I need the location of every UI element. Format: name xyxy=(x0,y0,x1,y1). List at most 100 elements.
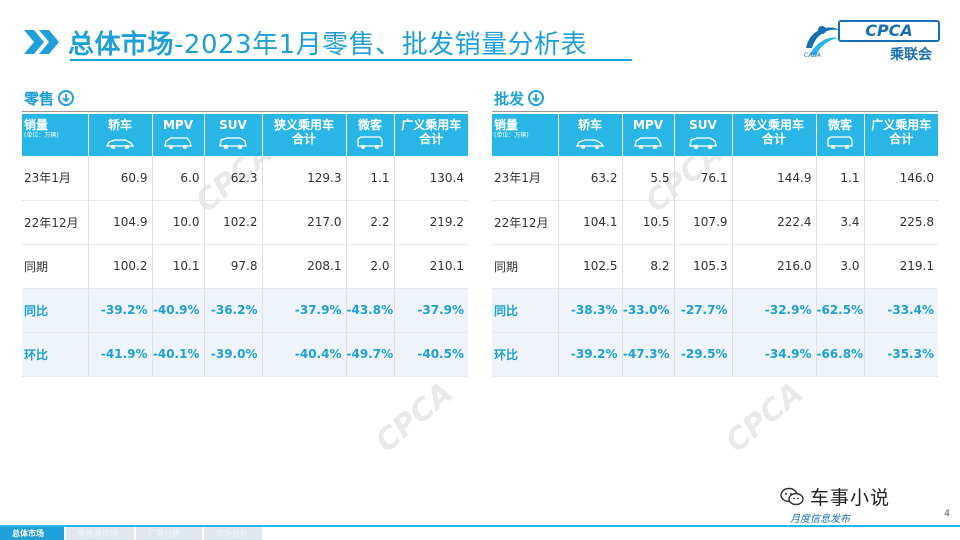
table-cell: 208.1 xyxy=(262,244,347,289)
table-cell: 219.2 xyxy=(394,200,468,245)
footer-bar: 总体市场 新能源市场 厂商分析 市场分析 月度信息发布 4 xyxy=(0,509,960,540)
table-cell: -47.3% xyxy=(622,332,675,377)
logo-cn: 乘联会 xyxy=(890,47,932,63)
table-cell: 217.0 xyxy=(262,200,347,245)
page-title: 总体市场-2023年1月零售、批发销量分析表 xyxy=(68,24,587,61)
logo-swirl-icon xyxy=(806,26,840,56)
table-cell: 219.1 xyxy=(864,244,938,289)
table-cell: 10.0 xyxy=(152,200,205,245)
car-icon xyxy=(675,136,732,150)
footer-line xyxy=(0,525,960,527)
table-cell: 107.9 xyxy=(674,200,733,245)
table-cell: -40.9% xyxy=(152,288,205,333)
watermark: CPCA xyxy=(719,375,811,460)
row-label: 22年12月 xyxy=(492,200,559,245)
table-cell: -39.2% xyxy=(558,332,623,377)
logo-sub: CADA xyxy=(804,52,822,59)
slide-header: 总体市场-2023年1月零售、批发销量分析表 xyxy=(22,22,587,62)
retail-top-rule xyxy=(22,111,468,112)
table-cell: -49.7% xyxy=(346,332,395,377)
table-cell: 105.3 xyxy=(674,244,733,289)
table-cell: -39.2% xyxy=(88,288,153,333)
table-cell: 130.4 xyxy=(394,156,468,201)
retail-col-mpv: MPV xyxy=(152,114,205,156)
row-label: 环比 xyxy=(492,332,559,377)
table-cell: 62.3 xyxy=(204,156,263,201)
car-icon xyxy=(817,136,864,150)
table-cell: 225.8 xyxy=(864,200,938,245)
table-cell: 129.3 xyxy=(262,156,347,201)
table-cell: -40.4% xyxy=(262,332,347,377)
car-icon xyxy=(153,136,204,150)
table-row: 同比 -38.3% -33.0% -27.7% -32.9% -62.5% -33.4% xyxy=(492,288,938,333)
table-cell: 5.5 xyxy=(622,156,675,201)
table-cell: 104.1 xyxy=(558,200,623,245)
car-icon xyxy=(623,136,674,150)
footer-tab-overall[interactable]: 总体市场 xyxy=(0,527,64,540)
retail-table: 销量 (单位：万辆) 轿车 MPV SUV 狭义乘用车 合计 微客 广义乘用车 合计 23年1月 6… xyxy=(22,114,468,377)
double-chevron-icon xyxy=(22,27,62,57)
row-label: 环比 xyxy=(22,332,89,377)
table-cell: 210.1 xyxy=(394,244,468,289)
table-row: 22年12月 104.1 10.5 107.9 222.4 3.4 225.8 xyxy=(492,200,938,245)
row-label: 同期 xyxy=(22,244,89,289)
row-label: 同比 xyxy=(492,288,559,333)
row-label: 23年1月 xyxy=(22,156,89,201)
table-cell: 104.9 xyxy=(88,200,153,245)
table-cell: -43.8% xyxy=(346,288,395,333)
table-row: 同期 100.2 10.1 97.8 208.1 2.0 210.1 xyxy=(22,244,468,289)
wholesale-top-rule xyxy=(492,111,938,112)
retail-section-label: 零售 xyxy=(24,86,75,110)
table-cell: 2.0 xyxy=(346,244,395,289)
table-cell: 63.2 xyxy=(558,156,623,201)
retail-col-broad-passenger-total: 广义乘用车 合计 xyxy=(394,114,468,156)
table-cell: 97.8 xyxy=(204,244,263,289)
table-cell: -40.1% xyxy=(152,332,205,377)
wholesale-table: 销量 (单位：万辆) 轿车 MPV SUV 狭义乘用车 合计 微客 广义乘用车 合计 23年1月 6… xyxy=(492,114,938,377)
retail-col-sales-volume: 销量 (单位：万辆) xyxy=(22,114,89,156)
table-cell: -35.3% xyxy=(864,332,938,377)
table-cell: -33.4% xyxy=(864,288,938,333)
car-icon xyxy=(347,136,394,150)
car-icon xyxy=(89,136,152,150)
table-cell: -37.9% xyxy=(394,288,468,333)
table-cell: 10.5 xyxy=(622,200,675,245)
brand-text: 车事小说 xyxy=(810,487,891,509)
arrow-down-circle-icon xyxy=(528,90,545,106)
footer-tab-nev[interactable]: 新能源市场 xyxy=(66,527,134,540)
logo-en: CPCA xyxy=(838,20,940,42)
retail-header-row: 销量 (单位：万辆) 轿车 MPV SUV 狭义乘用车 合计 微客 广义乘用车 合计 xyxy=(22,114,468,156)
wechat-icon xyxy=(780,487,804,505)
car-icon xyxy=(559,136,622,150)
table-cell: 2.2 xyxy=(346,200,395,245)
table-cell: 60.9 xyxy=(88,156,153,201)
wholesale-col-narrow-passenger-total: 狭义乘用车 合计 xyxy=(732,114,817,156)
retail-col-sedan: 轿车 xyxy=(88,114,153,156)
footer-tab-oem[interactable]: 厂商分析 xyxy=(136,527,202,540)
footer-tab-market[interactable]: 市场分析 xyxy=(204,527,262,540)
table-cell: 216.0 xyxy=(732,244,817,289)
table-cell: -33.0% xyxy=(622,288,675,333)
row-label: 23年1月 xyxy=(492,156,559,201)
table-cell: -36.2% xyxy=(204,288,263,333)
table-cell: 144.9 xyxy=(732,156,817,201)
wholesale-label: 批发 xyxy=(494,89,525,108)
table-cell: -62.5% xyxy=(816,288,865,333)
page-number: 4 xyxy=(944,509,950,519)
table-cell: 100.2 xyxy=(88,244,153,289)
table-row: 同比 -39.2% -40.9% -36.2% -37.9% -43.8% -37.9% xyxy=(22,288,468,333)
row-label: 同比 xyxy=(22,288,89,333)
retail-unit-label: (单位：万辆) xyxy=(24,132,59,139)
table-cell: 10.1 xyxy=(152,244,205,289)
wholesale-header-row: 销量 (单位：万辆) 轿车 MPV SUV 狭义乘用车 合计 微客 广义乘用车 合计 xyxy=(492,114,938,156)
table-cell: -27.7% xyxy=(674,288,733,333)
retail-label: 零售 xyxy=(24,89,55,108)
wholesale-section-label: 批发 xyxy=(494,86,545,110)
table-cell: -66.8% xyxy=(816,332,865,377)
table-row: 23年1月 60.9 6.0 62.3 129.3 1.1 130.4 xyxy=(22,156,468,201)
retail-col-microvan: 微客 xyxy=(346,114,395,156)
retail-table-body: 23年1月 60.9 6.0 62.3 129.3 1.1 130.4 22年12月 104.9… xyxy=(22,156,468,377)
table-cell: -32.9% xyxy=(732,288,817,333)
cpca-logo: CADA CPCA 乘联会 xyxy=(800,18,940,64)
table-cell: 222.4 xyxy=(732,200,817,245)
